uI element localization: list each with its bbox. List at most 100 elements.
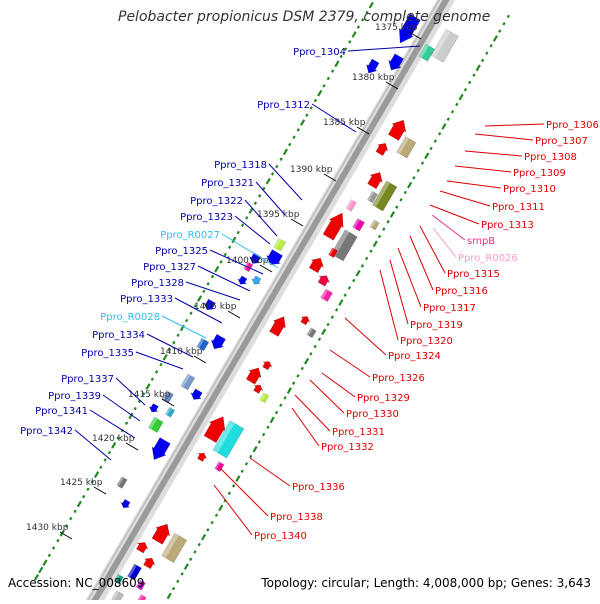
- tick-dot-left: [214, 265, 220, 273]
- tick-dot-right: [403, 190, 407, 195]
- tick-dot-left: [111, 441, 117, 449]
- gene-feature: [143, 557, 156, 570]
- gene-block: [372, 180, 398, 212]
- leader-line-left: [347, 45, 421, 52]
- gene-block-shine: [127, 564, 137, 578]
- leader-line-left: [174, 297, 223, 324]
- backbone-edge: [84, 0, 441, 604]
- gene-block-shine: [418, 44, 429, 58]
- gene-feature: [116, 476, 128, 489]
- tick-dot-right: [317, 337, 322, 341]
- leader-line-right: [464, 150, 523, 157]
- gene-feature: [135, 579, 146, 591]
- tick-dot-left: [330, 69, 335, 73]
- gene-feature: [396, 136, 417, 159]
- tick-dot-left: [133, 406, 137, 411]
- gene-feature: [366, 190, 379, 204]
- tick-dot-right: [352, 278, 356, 283]
- tick-dot-right: [304, 357, 310, 365]
- gene-label-right: Ppro_1320: [400, 336, 453, 347]
- gene-label-right: Ppro_1332: [321, 442, 374, 453]
- gene-block-shine: [396, 136, 410, 155]
- tick-dot-right: [407, 181, 413, 189]
- tick-dot-left: [172, 340, 176, 345]
- gene-label-right: Ppro_1324: [388, 351, 441, 362]
- gene-feature: [214, 461, 225, 472]
- gene-feature: [273, 237, 287, 252]
- leader-line-left: [185, 281, 241, 301]
- tick-dot-right: [458, 93, 464, 101]
- tick-dot-left: [51, 546, 56, 550]
- tick-dot-right: [463, 88, 468, 92]
- ruler-tick-label: 1405 kbp: [194, 302, 237, 312]
- gene-feature: [212, 420, 245, 459]
- gene-arrow: [398, 13, 421, 44]
- gene-label-right: Ppro_1308: [524, 152, 577, 163]
- leader-line-right: [429, 204, 480, 225]
- tick-dot-right: [360, 264, 365, 268]
- gene-arrow: [136, 542, 149, 554]
- gene-block: [345, 199, 357, 212]
- tick-dot-right: [472, 73, 476, 77]
- gene-block-shine: [161, 390, 169, 401]
- gene-arrow: [203, 416, 226, 444]
- tick-dot-left: [179, 324, 185, 332]
- tick-dot-right: [412, 176, 416, 180]
- tick-dot-right: [240, 469, 244, 473]
- gene-label-right: Ppro_1317: [423, 303, 476, 314]
- gene-arrow: [210, 333, 226, 350]
- tick-dot-left: [288, 142, 292, 147]
- tick-dot-right: [480, 58, 485, 63]
- gene-block: [259, 392, 270, 404]
- tick-dot-left: [202, 289, 206, 293]
- gene-label-left: Ppro_1325: [155, 246, 208, 257]
- tick-dot-right: [206, 528, 210, 532]
- gene-label-right: Ppro_1310: [503, 184, 556, 195]
- gene-block: [165, 406, 176, 418]
- backbone-line: [89, 0, 450, 604]
- ruler-tick: [385, 81, 399, 90]
- gene-arrow: [237, 275, 248, 285]
- gene-block: [161, 532, 188, 564]
- gene-label-right: Ppro_1326: [372, 373, 425, 384]
- tick-dot-right: [210, 520, 214, 525]
- gene-label-right: Ppro_1309: [513, 168, 566, 179]
- leader-line-left: [234, 215, 271, 245]
- tick-dot-left: [236, 230, 240, 235]
- gene-feature: [120, 498, 131, 509]
- tick-dot-right: [180, 572, 184, 576]
- tick-dot-right: [166, 592, 172, 600]
- gene-feature: [366, 58, 380, 74]
- tick-dot-left: [313, 98, 318, 103]
- leader-line-left: [197, 265, 251, 292]
- tick-dot-left: [305, 113, 309, 117]
- gene-block: [180, 373, 196, 391]
- gene-label-right: Ppro_1311: [492, 202, 545, 213]
- gene-arrow: [151, 523, 171, 545]
- leader-line-right: [344, 317, 387, 356]
- tick-dot-right: [197, 542, 201, 547]
- gene-feature: [320, 288, 333, 303]
- tick-dot-right: [424, 152, 430, 160]
- gene-block: [352, 218, 365, 232]
- tick-dot-right: [189, 557, 193, 562]
- ruler-tick-label: 1415 kbp: [128, 390, 171, 400]
- gene-block-shine: [320, 288, 328, 299]
- gene-block-shine: [148, 417, 158, 430]
- ruler-tick-label: 1375 kbp: [375, 23, 418, 33]
- tick-dot-right: [300, 366, 304, 371]
- gene-feature: [245, 367, 262, 385]
- ruler-tick-label: 1425 kbp: [60, 478, 103, 488]
- gene-label-left: Ppro_1328: [131, 278, 184, 289]
- gene-feature: [253, 384, 264, 394]
- gene-feature: [203, 298, 216, 311]
- leader-line-left: [161, 315, 207, 339]
- gene-label-left: Ppro_1341: [35, 406, 88, 417]
- tick-dot-left: [245, 216, 249, 220]
- gene-arrow: [322, 212, 344, 241]
- gene-feature: [113, 573, 124, 585]
- gene-block: [430, 28, 459, 63]
- ruler-tick: [93, 486, 107, 495]
- gene-label-left: Ppro_R0027: [160, 230, 220, 241]
